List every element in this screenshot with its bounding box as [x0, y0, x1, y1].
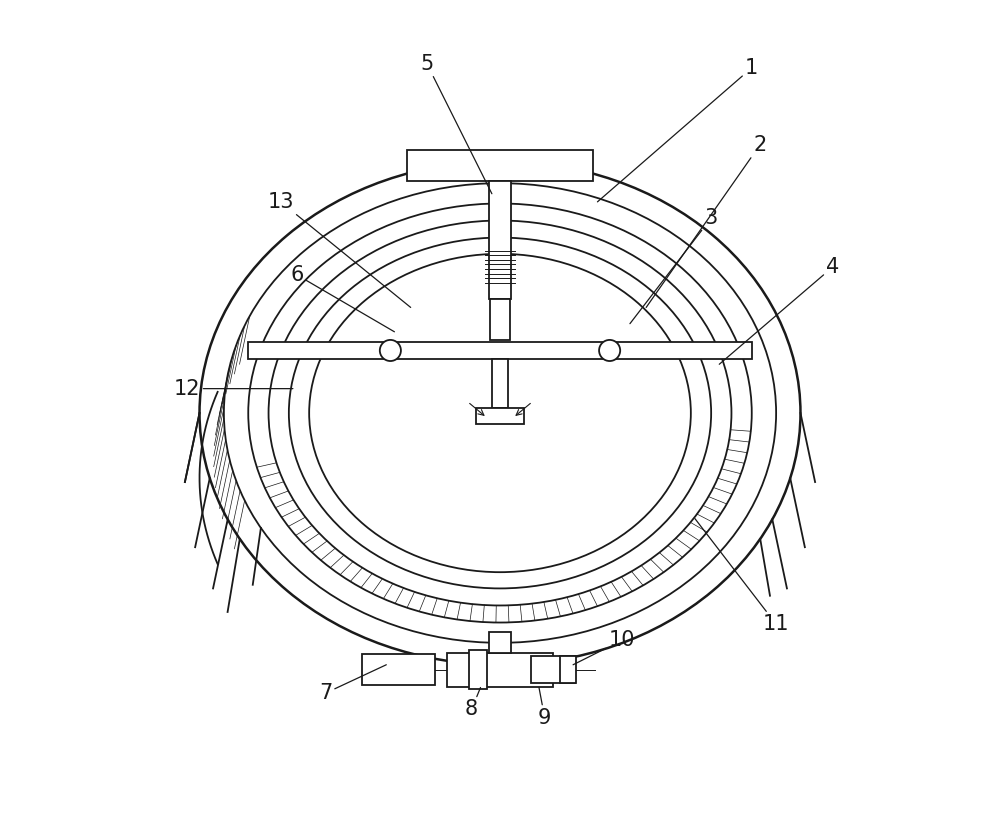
Text: 6: 6 — [290, 265, 394, 332]
Bar — [531, 656, 575, 683]
Text: 2: 2 — [646, 135, 767, 307]
Circle shape — [599, 340, 620, 361]
Bar — [490, 299, 510, 340]
Text: 3: 3 — [630, 208, 718, 324]
Text: 12: 12 — [174, 378, 293, 399]
Text: 13: 13 — [267, 192, 411, 307]
Bar — [469, 650, 487, 689]
Text: 1: 1 — [597, 58, 758, 202]
Bar — [492, 359, 508, 408]
Text: 4: 4 — [719, 257, 840, 364]
Bar — [489, 181, 511, 299]
Bar — [407, 150, 593, 181]
Text: 10: 10 — [573, 630, 635, 665]
Bar — [560, 656, 576, 683]
Text: 8: 8 — [465, 687, 481, 719]
Text: 9: 9 — [538, 687, 551, 728]
Bar — [489, 632, 511, 653]
Bar — [447, 653, 553, 686]
Text: 7: 7 — [319, 665, 386, 703]
Text: 11: 11 — [695, 519, 789, 634]
Circle shape — [380, 340, 401, 361]
Text: 5: 5 — [420, 54, 492, 194]
Bar — [248, 341, 752, 359]
Bar — [362, 654, 435, 685]
Bar — [476, 408, 524, 425]
